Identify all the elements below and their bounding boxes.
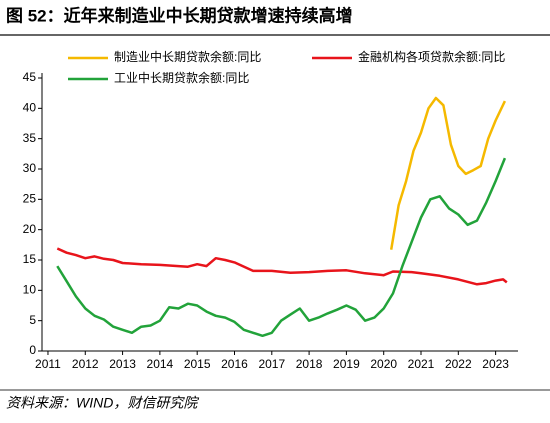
y-tick-label: 5 — [29, 313, 36, 327]
legend-label: 工业中长期贷款余额:同比 — [114, 70, 249, 85]
x-tick-label: 2020 — [370, 357, 397, 371]
x-tick-label: 2011 — [35, 357, 61, 371]
x-tick-label: 2022 — [445, 357, 472, 371]
y-tick-label: 45 — [23, 70, 37, 84]
x-tick-label: 2023 — [482, 357, 509, 371]
x-tick-label: 2012 — [72, 357, 99, 371]
x-tick-label: 2018 — [296, 357, 323, 371]
y-tick-label: 25 — [23, 192, 37, 206]
series-line — [56, 157, 507, 338]
series-line — [56, 247, 508, 286]
y-tick-label: 35 — [23, 131, 37, 145]
x-tick-label: 2021 — [408, 357, 435, 371]
x-tick-label: 2016 — [221, 357, 248, 371]
y-tick-label: 30 — [23, 161, 37, 175]
y-tick-label: 15 — [23, 252, 37, 266]
y-tick-label: 40 — [23, 101, 37, 115]
y-tick-label: 10 — [23, 283, 37, 297]
source: 资料来源：WIND，财信研究院 — [6, 395, 199, 411]
legend-label: 金融机构各项贷款余额:同比 — [358, 49, 505, 64]
y-tick-label: 0 — [29, 343, 36, 357]
chart-title: 图 52：近年来制造业中长期贷款增速持续高增 — [6, 5, 353, 25]
series-line — [389, 96, 507, 250]
x-tick-label: 2017 — [258, 357, 285, 371]
x-tick-label: 2014 — [147, 357, 174, 371]
x-tick-label: 2013 — [109, 357, 136, 371]
x-tick-label: 2015 — [184, 357, 211, 371]
x-tick-label: 2019 — [333, 357, 360, 371]
y-tick-label: 20 — [23, 222, 37, 236]
legend-label: 制造业中长期贷款余额:同比 — [114, 49, 261, 64]
